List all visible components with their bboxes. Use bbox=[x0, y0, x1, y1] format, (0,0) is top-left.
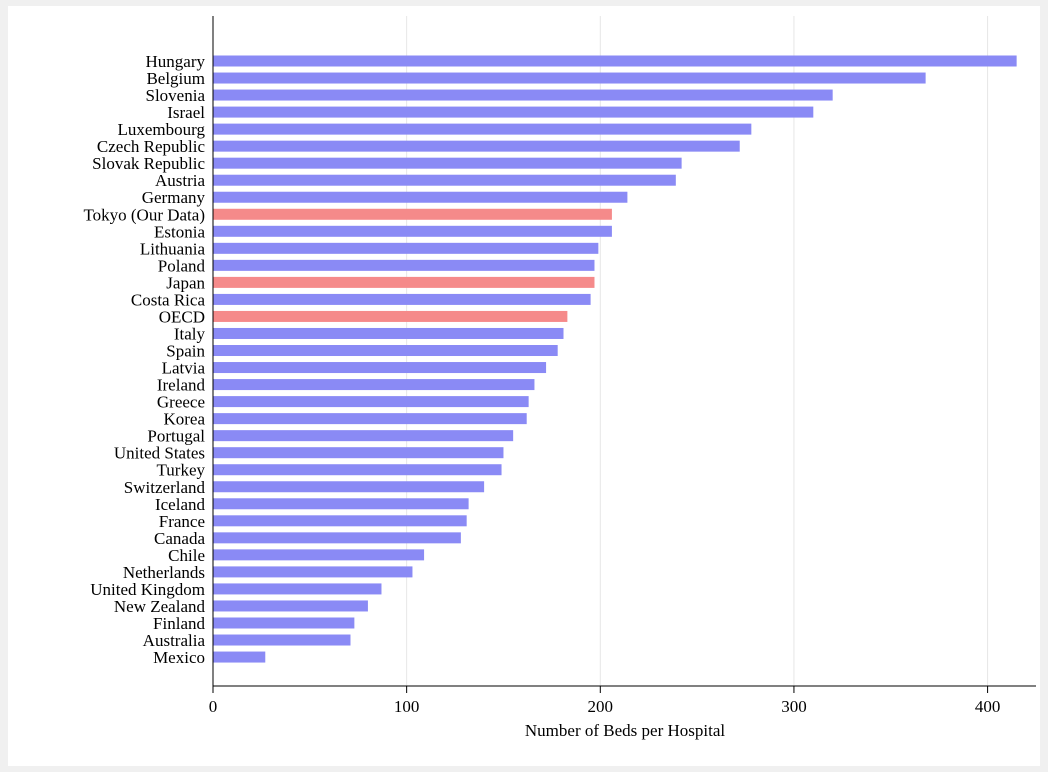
bar-switzerland bbox=[213, 481, 485, 493]
category-label-iceland: Iceland bbox=[155, 495, 206, 514]
category-label-hungary: Hungary bbox=[146, 52, 206, 71]
category-label-tokyo-our-data: Tokyo (Our Data) bbox=[83, 205, 205, 224]
category-label-oecd: OECD bbox=[159, 307, 205, 326]
bar-lithuania bbox=[213, 242, 599, 254]
bars bbox=[213, 55, 1017, 663]
category-label-united-kingdom: United Kingdom bbox=[90, 580, 205, 599]
x-tick-label-100: 100 bbox=[394, 697, 420, 716]
bar-greece bbox=[213, 396, 529, 408]
category-label-korea: Korea bbox=[163, 410, 205, 429]
bar-hungary bbox=[213, 55, 1017, 67]
category-label-france: France bbox=[159, 512, 205, 531]
x-axis-title: Number of Beds per Hospital bbox=[525, 721, 725, 740]
bar-poland bbox=[213, 259, 595, 271]
bar-france bbox=[213, 515, 467, 527]
bar-latvia bbox=[213, 362, 547, 374]
category-labels: HungaryBelgiumSloveniaIsraelLuxembourgCz… bbox=[83, 52, 205, 667]
category-label-slovak-republic: Slovak Republic bbox=[92, 154, 205, 173]
bar-finland bbox=[213, 617, 355, 629]
bar-netherlands bbox=[213, 566, 413, 578]
x-tick-label-0: 0 bbox=[209, 697, 218, 716]
bar-slovak-republic bbox=[213, 157, 682, 169]
category-label-turkey: Turkey bbox=[157, 461, 206, 480]
bar-estonia bbox=[213, 225, 612, 237]
bar-czech-republic bbox=[213, 140, 740, 152]
bar-slovenia bbox=[213, 89, 833, 101]
bar-israel bbox=[213, 106, 814, 118]
category-label-slovenia: Slovenia bbox=[146, 86, 206, 105]
category-label-japan: Japan bbox=[166, 273, 205, 292]
category-label-estonia: Estonia bbox=[154, 222, 205, 241]
bar-united-states bbox=[213, 447, 504, 459]
category-label-czech-republic: Czech Republic bbox=[97, 137, 206, 156]
bar-spain bbox=[213, 345, 558, 357]
category-label-portugal: Portugal bbox=[147, 427, 205, 446]
bar-costa-rica bbox=[213, 293, 591, 305]
bar-ireland bbox=[213, 379, 535, 391]
category-label-italy: Italy bbox=[174, 324, 206, 343]
bar-new-zealand bbox=[213, 600, 368, 612]
category-label-israel: Israel bbox=[167, 103, 205, 122]
category-label-united-states: United States bbox=[114, 444, 205, 463]
bar-portugal bbox=[213, 430, 514, 442]
bar-germany bbox=[213, 191, 628, 203]
category-label-canada: Canada bbox=[154, 529, 205, 548]
category-label-spain: Spain bbox=[166, 342, 205, 361]
category-label-finland: Finland bbox=[153, 614, 205, 633]
bar-chile bbox=[213, 549, 425, 561]
bar-mexico bbox=[213, 651, 266, 663]
category-label-poland: Poland bbox=[158, 256, 206, 275]
category-label-austria: Austria bbox=[155, 171, 206, 190]
bar-oecd bbox=[213, 310, 568, 322]
bar-italy bbox=[213, 327, 564, 339]
x-tick-label-300: 300 bbox=[781, 697, 807, 716]
category-label-luxembourg: Luxembourg bbox=[117, 120, 205, 139]
bar-korea bbox=[213, 413, 527, 425]
bar-japan bbox=[213, 276, 595, 288]
bar-tokyo-our-data bbox=[213, 208, 612, 220]
category-label-netherlands: Netherlands bbox=[123, 563, 205, 582]
x-tick-label-200: 200 bbox=[588, 697, 614, 716]
axes: 0 100 200 300 400 bbox=[209, 16, 1036, 716]
category-label-chile: Chile bbox=[168, 546, 205, 565]
x-tick-label-400: 400 bbox=[975, 697, 1001, 716]
bar-turkey bbox=[213, 464, 502, 476]
category-label-new-zealand: New Zealand bbox=[114, 597, 206, 616]
bar-united-kingdom bbox=[213, 583, 382, 595]
bar-austria bbox=[213, 174, 676, 186]
category-label-australia: Australia bbox=[143, 631, 206, 650]
category-label-belgium: Belgium bbox=[146, 69, 205, 88]
bar-iceland bbox=[213, 498, 469, 510]
category-label-latvia: Latvia bbox=[162, 359, 206, 378]
category-label-mexico: Mexico bbox=[153, 648, 205, 667]
bar-luxembourg bbox=[213, 123, 752, 135]
bar-australia bbox=[213, 634, 351, 646]
category-label-germany: Germany bbox=[142, 188, 206, 207]
bar-canada bbox=[213, 532, 461, 544]
bar-belgium bbox=[213, 72, 926, 84]
category-label-lithuania: Lithuania bbox=[140, 239, 206, 258]
category-label-ireland: Ireland bbox=[157, 376, 206, 395]
category-label-costa-rica: Costa Rica bbox=[131, 290, 206, 309]
category-label-switzerland: Switzerland bbox=[124, 478, 206, 497]
category-label-greece: Greece bbox=[157, 393, 205, 412]
